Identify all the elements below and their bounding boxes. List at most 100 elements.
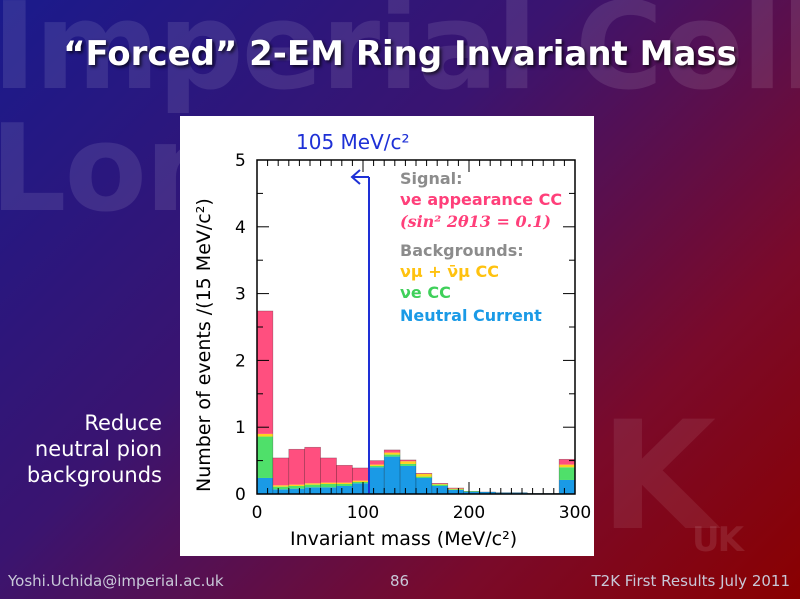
- bar-nc-bin-19: [559, 479, 575, 494]
- bar-numu-bin-10: [416, 473, 432, 477]
- bar-signal-bin-8: [384, 449, 401, 453]
- bar-signal-bin-10: [416, 473, 432, 474]
- bar-nue_cc-bin-6: [352, 481, 369, 484]
- bar-numu-bin-9: [400, 461, 416, 464]
- uk-logo-watermark: K: [600, 390, 716, 564]
- bar-numu-bin-5: [336, 482, 353, 484]
- imperial-watermark-line1: Imperial College: [0, 0, 800, 117]
- side-note-line-2: neutral pion: [34, 437, 162, 461]
- bar-numu-bin-3: [304, 483, 321, 485]
- bar-signal-bin-3: [304, 447, 321, 484]
- bar-signal-bin-12: [447, 487, 464, 489]
- bar-nc-bin-4: [320, 487, 337, 494]
- bar-nc-bin-9: [400, 465, 416, 494]
- bar-numu-bin-1: [272, 485, 289, 487]
- bar-numu-bin-6: [352, 480, 369, 482]
- stacked-bars: [256, 310, 576, 495]
- chart-panel: 105 MeV/c² 0 1 2 3 4 5 0 100 200 300 Invariant m…: [180, 116, 594, 556]
- bar-nue_cc-bin-2: [288, 485, 305, 489]
- side-note: Reduce neutral pion backgrounds: [10, 410, 162, 488]
- bar-nc-bin-0: [257, 477, 273, 494]
- bar-nue_cc-bin-19: [559, 467, 575, 480]
- bar-signal-bin-19: [559, 459, 575, 465]
- plot-frame: [256, 159, 576, 495]
- y-axis-title: Number of events /(15 MeV/c²): [193, 198, 215, 492]
- arrow-left-icon: [350, 169, 361, 185]
- bar-nue_cc-bin-11: [431, 484, 448, 486]
- bar-nc-bin-6: [352, 483, 369, 494]
- bar-nc-bin-13: [463, 491, 480, 494]
- bar-nue_cc-bin-13: [463, 491, 480, 492]
- slide-title: “Forced” 2-EM Ring Invariant Mass: [63, 34, 737, 74]
- bar-signal-bin-11: [431, 483, 448, 484]
- bar-nue_cc-bin-1: [272, 486, 289, 490]
- bar-signal-bin-2: [288, 449, 305, 485]
- axis-ticks: [256, 159, 576, 495]
- bar-numu-bin-19: [559, 464, 575, 468]
- bar-numu-bin-11: [431, 483, 448, 485]
- footer-page-number: 86: [390, 572, 410, 590]
- bar-nc-bin-1: [272, 489, 289, 494]
- footer-email: Yoshi.Uchida@imperial.ac.uk: [8, 572, 224, 590]
- legend-signal-param: (sin² 2θ13 = 0.1): [400, 212, 551, 231]
- bar-signal-bin-9: [400, 459, 416, 462]
- bar-nc-bin-10: [416, 477, 432, 494]
- bar-signal-bin-0: [257, 310, 273, 434]
- bar-nc-bin-12: [447, 489, 464, 494]
- bar-nue_cc-bin-8: [384, 454, 401, 457]
- uk-logo-suffix: UK: [692, 520, 744, 560]
- footer-event: T2K First Results July 2011: [591, 572, 791, 590]
- y-tick-labels: 0 1 2 3 4 5: [235, 151, 246, 505]
- bar-nue_cc-bin-7: [368, 465, 385, 468]
- bar-numu-bin-0: [257, 433, 273, 437]
- bar-nue_cc-bin-9: [400, 463, 416, 466]
- bar-numu-bin-8: [384, 452, 401, 455]
- y-tick-label: 0: [235, 485, 246, 505]
- bar-nc-bin-5: [336, 485, 353, 494]
- bar-signal-bin-5: [336, 465, 353, 483]
- legend-bkg-header: Backgrounds:: [400, 241, 524, 260]
- bar-nc-bin-14: [479, 491, 496, 494]
- y-tick-label: 4: [235, 218, 246, 238]
- bar-nue_cc-bin-3: [304, 484, 321, 488]
- bar-nc-bin-3: [304, 487, 321, 494]
- x-tick-label: 0: [252, 503, 263, 523]
- x-axis-title: Invariant mass (MeV/c²): [290, 528, 517, 550]
- cut-label: 105 MeV/c²: [296, 130, 410, 154]
- bar-nue_cc-bin-10: [416, 476, 432, 478]
- bar-nue_cc-bin-5: [336, 483, 353, 486]
- bar-numu-bin-7: [368, 464, 385, 466]
- x-tick-label: 200: [453, 503, 485, 523]
- legend-numu-label: νμ + ν̄μ CC: [400, 262, 499, 281]
- bar-nue_cc-bin-0: [257, 436, 273, 478]
- cut-marker: [350, 169, 370, 493]
- legend: Signal: νe appearance CC (sin² 2θ13 = 0.…: [400, 169, 562, 325]
- bar-numu-bin-4: [320, 482, 337, 484]
- side-note-line-1: Reduce: [84, 411, 162, 435]
- x-tick-label: 100: [347, 503, 379, 523]
- bar-numu-bin-12: [447, 488, 464, 490]
- y-tick-label: 5: [235, 151, 246, 171]
- legend-signal-header: Signal:: [400, 169, 463, 188]
- bar-nue_cc-bin-12: [447, 489, 464, 490]
- bar-nc-bin-11: [431, 485, 448, 494]
- bar-nc-bin-2: [288, 488, 305, 494]
- bar-nc-bin-7: [368, 467, 385, 494]
- bar-numu-bin-2: [288, 484, 305, 486]
- x-tick-labels: 0 100 200 300: [252, 503, 592, 523]
- invariant-mass-chart: 105 MeV/c² 0 1 2 3 4 5 0 100 200 300 Invariant m…: [193, 130, 592, 550]
- side-note-line-3: backgrounds: [26, 463, 162, 487]
- bar-nue_cc-bin-4: [320, 483, 337, 488]
- bar-signal-bin-4: [320, 457, 337, 483]
- legend-nue-cc-label: νe CC: [400, 283, 451, 302]
- x-tick-label: 300: [559, 503, 591, 523]
- bar-nc-bin-8: [384, 456, 401, 494]
- bar-signal-bin-1: [272, 457, 289, 486]
- y-tick-label: 1: [235, 418, 246, 438]
- y-tick-label: 2: [235, 351, 246, 371]
- y-tick-label: 3: [235, 285, 246, 305]
- bar-signal-bin-7: [368, 460, 385, 465]
- legend-nc-label: Neutral Current: [400, 306, 542, 325]
- legend-signal-label: νe appearance CC: [400, 190, 562, 209]
- bar-signal-bin-6: [352, 467, 369, 481]
